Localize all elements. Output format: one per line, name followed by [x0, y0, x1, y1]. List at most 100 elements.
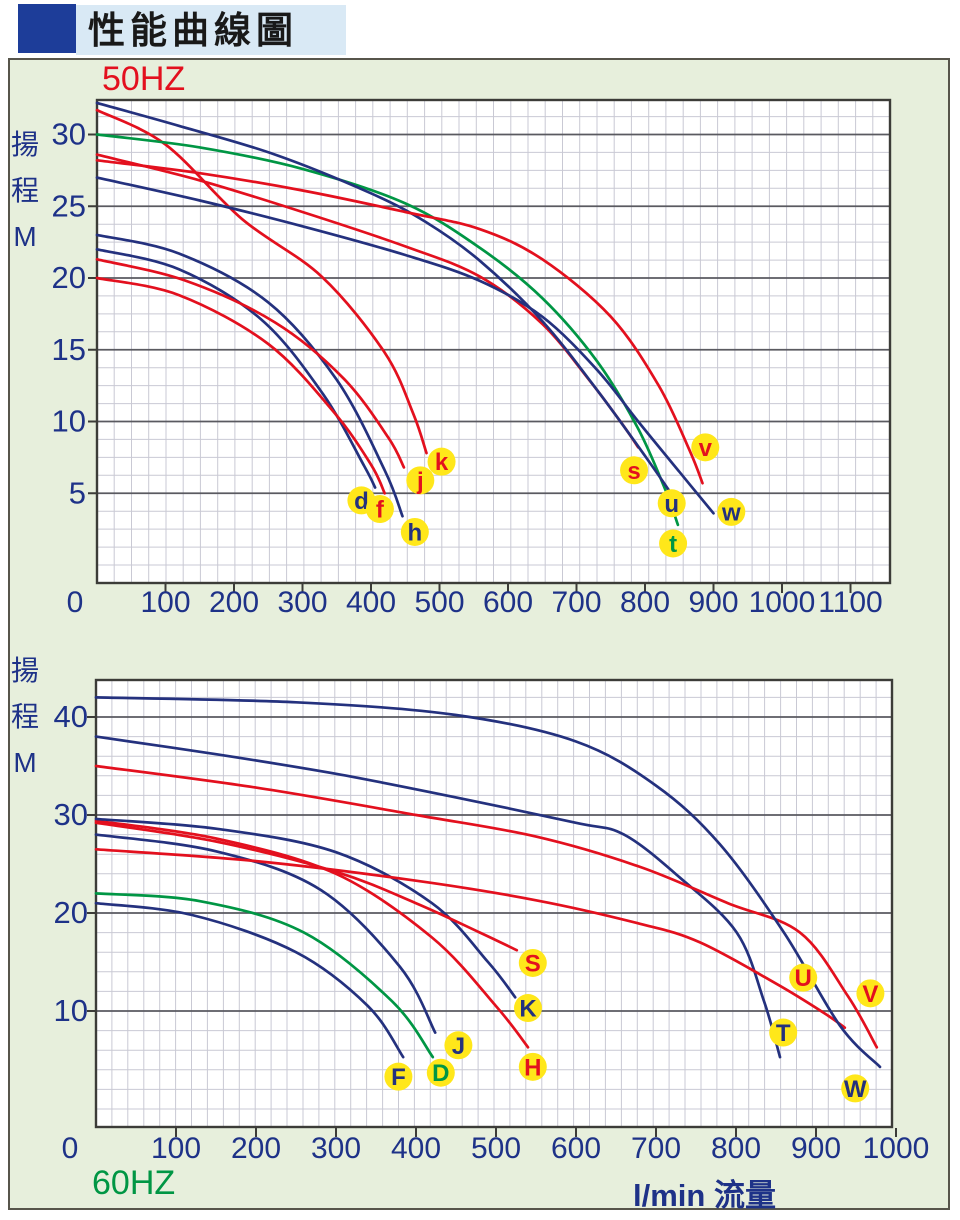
x-tick-label: 100: [151, 1132, 201, 1165]
curve-S: [94, 821, 519, 952]
x-axis: 0 100 200 300 400 500 600 700 800 900 1000: [62, 1128, 930, 1165]
curve-t: [95, 133, 680, 527]
y-tick-label: 10: [52, 404, 86, 439]
curve-labels: F DJ H KS T U V W: [384, 948, 885, 1103]
curve-label-v: v: [699, 435, 713, 462]
x-tick-label: 800: [711, 1132, 761, 1165]
x-tick-label: 800: [620, 586, 670, 619]
x-axis-title: l/min 流量: [633, 1178, 776, 1213]
curves: [95, 101, 715, 527]
x-tick-label: 600: [483, 586, 533, 619]
curve-label-circle-h: [400, 517, 429, 546]
x-axis: 0 100 200 300 400 500 600 700 800 900 1000 1100: [67, 584, 883, 619]
y-tick-label: 10: [54, 993, 88, 1028]
y-tick-label: 20: [52, 260, 86, 295]
x-tick-label: 200: [231, 1132, 281, 1165]
y-axis-title-char: M: [13, 747, 37, 778]
curve-label-u: u: [664, 491, 679, 518]
curve-label-circle-k: [427, 447, 456, 476]
curve-d: [95, 247, 377, 489]
curve-label-t: t: [669, 531, 677, 558]
curve-label-circle-J: [444, 1031, 473, 1060]
curve-label-h: h: [408, 519, 423, 546]
curve-label-circle-t: [659, 529, 688, 558]
curve-label-S: S: [525, 950, 541, 977]
curve-J: [94, 833, 437, 1034]
curve-label-j: j: [416, 468, 424, 495]
curve-label-circle-f: [365, 495, 394, 524]
curve-w: [95, 176, 715, 515]
curve-j: [95, 257, 406, 469]
x-tick-label: 1000: [863, 1132, 930, 1165]
curve-H: [94, 819, 530, 1049]
y-tick-label: 25: [52, 188, 86, 223]
curves: [94, 696, 882, 1069]
x-tick-label: 900: [791, 1132, 841, 1165]
x-tick-label: 500: [414, 586, 464, 619]
curve-label-J: J: [452, 1033, 465, 1060]
curve-label-f: f: [376, 497, 385, 524]
y-axis: 5 10 15 20 25 30: [52, 117, 97, 510]
curve-h: [95, 233, 404, 518]
curve-label-T: T: [776, 1020, 791, 1047]
curve-u: [95, 101, 673, 495]
curve-label-s: s: [627, 458, 640, 485]
x-tick-label: 300: [311, 1132, 361, 1165]
x-tick-label: 900: [688, 586, 738, 619]
curve-f: [95, 276, 387, 495]
y-tick-label: 5: [69, 475, 86, 510]
curve-T: [94, 735, 782, 1059]
curve-label-circle-V: [856, 979, 885, 1008]
curve-label-circle-W: [841, 1074, 870, 1103]
x-tick-label: 400: [346, 586, 396, 619]
curve-k: [95, 108, 428, 455]
grid-major: [96, 716, 892, 1012]
y-axis-title-char: 揚: [10, 655, 39, 686]
chart-50hz: 0 100 200 300 400 500 600 700 800 900 1000 1100 5 10 1…: [52, 98, 892, 619]
curve-label-circle-D: [426, 1058, 455, 1087]
plot-border: [95, 98, 892, 585]
curve-v: [95, 158, 704, 485]
x-tick-label: 1000: [749, 586, 816, 619]
curve-label-circle-u: [657, 489, 686, 518]
title-bar: 性能曲線圖: [76, 5, 346, 55]
curve-K: [94, 817, 517, 999]
curve-label-circle-w: [717, 497, 746, 526]
x-tick-label: 400: [391, 1132, 441, 1165]
x-tick-label: 600: [551, 1132, 601, 1165]
x-tick-label: 100: [140, 586, 190, 619]
y-tick-label: 40: [54, 699, 88, 734]
y-tick-label: 30: [52, 117, 86, 152]
x-tick-label: 200: [209, 586, 259, 619]
y-axis-title-char: 揚: [10, 129, 39, 160]
curve-label-U: U: [795, 965, 812, 992]
curve-label-H: H: [524, 1054, 541, 1081]
curve-label-V: V: [862, 981, 878, 1008]
x-tick-label: 700: [551, 586, 601, 619]
curve-label-circle-S: [518, 948, 547, 977]
curve-label-w: w: [721, 499, 741, 526]
curve-label-circle-v: [691, 433, 720, 462]
y-tick-label: 15: [52, 332, 86, 367]
curve-label-circle-T: [769, 1018, 798, 1047]
y-tick-label: 20: [54, 895, 88, 930]
x-tick-label: 300: [277, 586, 327, 619]
curve-label-K: K: [519, 996, 537, 1023]
y-tick-label: 30: [54, 797, 88, 832]
curve-label-d: d: [354, 488, 369, 515]
chart-60hz: 0 100 200 300 400 500 600 700 800 900 1000 10 20 30 40…: [54, 678, 930, 1165]
y-axis: 10 20 30 40: [54, 699, 96, 1028]
curve-label-circle-F: [384, 1062, 413, 1091]
x-tick-label: 0: [67, 586, 84, 619]
x-tick-label: 1100: [818, 586, 883, 619]
curve-V: [94, 764, 879, 1049]
curve-D: [94, 892, 435, 1059]
curve-label-D: D: [432, 1060, 449, 1087]
curve-F: [94, 901, 405, 1059]
curve-label-circle-j: [406, 466, 435, 495]
x-tick-label: 700: [631, 1132, 681, 1165]
curve-U: [94, 847, 847, 1030]
